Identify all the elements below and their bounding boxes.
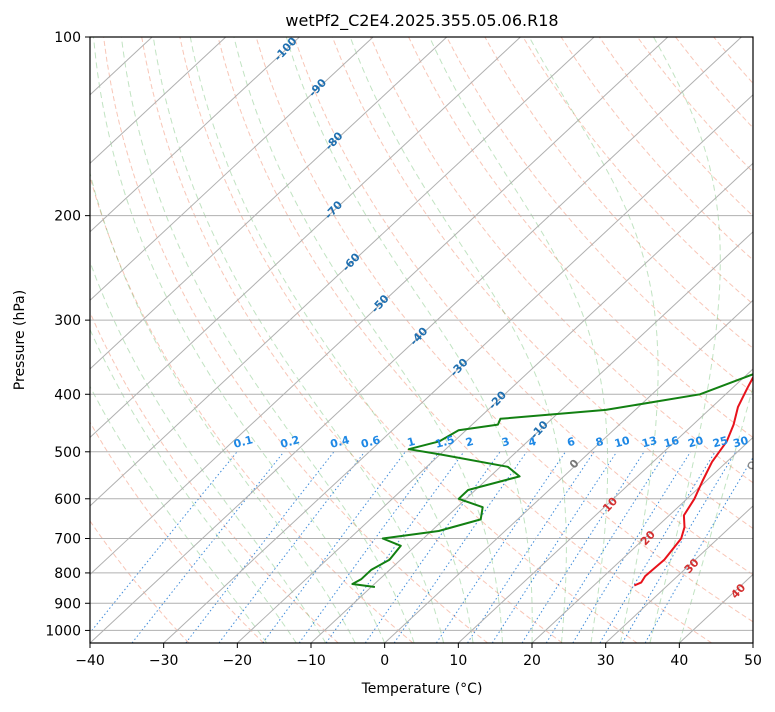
y-tick-label: 900 bbox=[54, 596, 81, 612]
mixing-ratio-label: 16 bbox=[662, 434, 680, 451]
x-axis-label: Temperature (°C) bbox=[361, 681, 483, 697]
isotherm-grid-line bbox=[0, 37, 594, 643]
y-tick-label: 400 bbox=[54, 387, 81, 403]
isotherm-grid-line bbox=[0, 37, 520, 643]
mixing-ratio-line bbox=[546, 452, 666, 643]
y-tick-label: 500 bbox=[54, 445, 81, 461]
moist-adiabat bbox=[190, 37, 473, 643]
isotherm-grid-line bbox=[679, 37, 775, 643]
mixing-ratio-label: 25 bbox=[711, 434, 729, 451]
x-tick-label: −40 bbox=[75, 653, 105, 669]
temperature-profile-line bbox=[634, 37, 775, 586]
mixing-ratio-line bbox=[326, 452, 464, 643]
mixing-ratio-label: 20 bbox=[687, 434, 705, 451]
mixing-ratio-line bbox=[468, 452, 595, 643]
mixing-ratio-line bbox=[82, 452, 237, 643]
mixing-ratio-line bbox=[492, 452, 617, 643]
mixing-ratio-label: 0.2 bbox=[279, 433, 301, 451]
y-tick-label: 100 bbox=[54, 30, 81, 46]
mixing-ratio-line bbox=[263, 452, 406, 643]
mixing-ratio-label: 10 bbox=[613, 434, 631, 451]
isotherm-grid-line bbox=[164, 37, 775, 643]
mixing-ratio-line bbox=[522, 452, 644, 643]
y-tick-label: 200 bbox=[54, 209, 81, 225]
y-axis-label: Pressure (hPa) bbox=[12, 290, 28, 390]
mixing-ratio-label: 1.5 bbox=[434, 433, 456, 451]
mixing-ratio-label: 1 bbox=[406, 435, 417, 450]
y-tick-label: 300 bbox=[54, 313, 81, 329]
mixing-ratio-label: 30 bbox=[732, 434, 750, 451]
y-tick-label: 800 bbox=[54, 566, 81, 582]
dry-adiabat bbox=[752, 37, 775, 643]
x-tick-label: −20 bbox=[223, 653, 253, 669]
isotherm-label: 10 bbox=[600, 495, 620, 515]
isotherm-label: 0 bbox=[567, 457, 582, 472]
isotherm-grid-line bbox=[0, 37, 226, 643]
moist-adiabat bbox=[69, 37, 356, 643]
moist-adiabat bbox=[234, 37, 503, 643]
isotherm-grid-line bbox=[458, 37, 775, 643]
mixing-ratio-line bbox=[622, 452, 735, 643]
x-tick-label: −10 bbox=[296, 653, 326, 669]
dry-adiabat bbox=[65, 37, 413, 643]
y-tick-label: 1000 bbox=[45, 623, 81, 639]
isotherm-grid-line bbox=[385, 37, 775, 643]
dry-adiabat bbox=[409, 37, 775, 643]
moist-adiabat bbox=[7, 37, 267, 643]
isotherm-grid-line bbox=[16, 37, 667, 643]
dewpoint-profile-line bbox=[352, 37, 775, 587]
y-tick-label: 600 bbox=[54, 492, 81, 508]
dry-adiabat bbox=[332, 37, 775, 643]
dry-adiabat bbox=[218, 37, 712, 643]
isotherm-grid-line bbox=[532, 37, 775, 643]
moist-adiabat bbox=[153, 37, 443, 643]
mixing-ratio-line bbox=[186, 452, 334, 643]
mixing-ratio-label: 13 bbox=[640, 434, 658, 451]
mixing-ratio-label: 0.6 bbox=[360, 433, 383, 451]
moist-adiabat bbox=[46, 37, 325, 643]
isotherm-grid-line bbox=[237, 37, 775, 643]
x-tick-label: 10 bbox=[449, 653, 467, 669]
moist-adiabat bbox=[430, 37, 608, 643]
y-tick-label: 700 bbox=[54, 532, 81, 548]
mixing-ratio-line bbox=[600, 452, 715, 643]
mixing-ratio-line bbox=[219, 452, 365, 643]
dry-adiabat bbox=[27, 37, 338, 643]
mixing-ratio-line bbox=[645, 452, 756, 643]
moist-adiabat bbox=[679, 37, 775, 643]
dry-adiabat bbox=[0, 37, 263, 643]
x-tick-label: 50 bbox=[744, 653, 762, 669]
mixing-ratio-line bbox=[365, 452, 500, 643]
isotherm-label: 40 bbox=[728, 581, 748, 601]
x-tick-label: 20 bbox=[523, 653, 541, 669]
isotherm-label: -100 bbox=[271, 34, 300, 63]
isotherm-grid-line bbox=[753, 37, 775, 643]
mixing-ratio-label: 3 bbox=[500, 435, 511, 450]
plot-area: -100-90-80-70-60-50-40-30-20-10010203040… bbox=[0, 34, 775, 643]
dry-adiabat bbox=[104, 37, 488, 643]
x-tick-label: 0 bbox=[380, 653, 389, 669]
isotherm-label: 20 bbox=[638, 528, 658, 548]
mixing-ratio-label: 0.4 bbox=[329, 433, 352, 451]
moist-adiabat bbox=[529, 37, 658, 643]
chart-title: wetPf2_C2E4.2025.355.05.06.R18 bbox=[285, 11, 558, 31]
x-tick-label: 40 bbox=[670, 653, 688, 669]
dry-adiabat bbox=[599, 37, 775, 643]
dry-adiabat bbox=[714, 37, 775, 643]
isotherm-grid-line bbox=[0, 37, 447, 643]
moist-adiabat bbox=[26, 37, 297, 643]
dry-adiabat bbox=[523, 37, 775, 643]
isotherm-grid-line bbox=[0, 37, 373, 643]
x-tick-label: −30 bbox=[149, 653, 179, 669]
x-tick-label: 30 bbox=[597, 653, 615, 669]
dry-adiabat bbox=[371, 37, 775, 643]
mixing-ratio-label: 0.1 bbox=[232, 433, 254, 451]
parcel-marker bbox=[748, 462, 754, 468]
moist-adiabat bbox=[94, 37, 385, 643]
isotherm-grid-line bbox=[0, 37, 299, 643]
mixing-ratio-label: 36 bbox=[752, 434, 770, 451]
mixing-ratio-label: 6 bbox=[566, 435, 577, 450]
